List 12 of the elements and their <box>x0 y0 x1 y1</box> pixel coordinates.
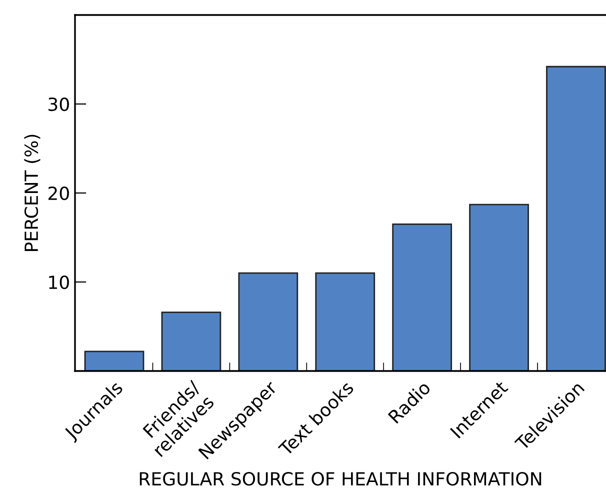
y-tick-label: 30 <box>48 97 69 112</box>
bar <box>84 350 144 371</box>
bar <box>392 223 452 371</box>
bar <box>315 272 376 371</box>
bar <box>469 204 529 371</box>
y-axis-title: PERCENT (%) <box>24 134 40 251</box>
y-tick-label: 10 <box>49 275 69 290</box>
bar <box>161 312 222 371</box>
bar <box>238 272 298 371</box>
x-axis-title: REGULAR SOURCE OF HEALTH INFORMATION <box>140 472 542 486</box>
y-tick-label: 20 <box>48 186 69 200</box>
bar <box>546 66 606 371</box>
